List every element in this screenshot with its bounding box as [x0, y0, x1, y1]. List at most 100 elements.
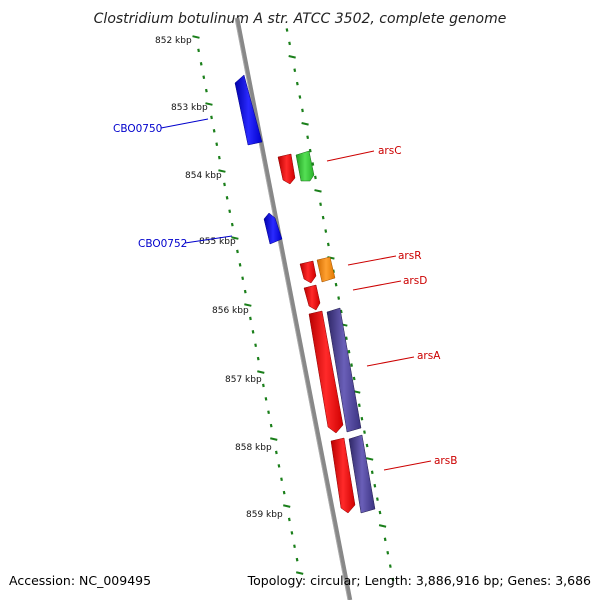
gene-label-cbo0752: CBO0752	[138, 238, 187, 250]
left-scale-minor-tick	[197, 48, 200, 53]
right-scale-minor-tick	[326, 242, 330, 247]
left-scale-major-tick	[231, 236, 239, 240]
right-scale-minor-tick	[360, 416, 364, 421]
label-leader-cbo0752	[184, 235, 233, 244]
gene-arsr[interactable]	[316, 256, 336, 283]
right-scale-minor-tick	[324, 229, 328, 233]
gene-cbo0752[interactable]	[263, 212, 283, 245]
right-scale-minor-tick	[293, 68, 297, 72]
gene-reverse-near-arsr[interactable]	[299, 260, 317, 284]
right-scale-minor-tick	[311, 162, 315, 166]
right-scale-minor-tick	[285, 28, 289, 32]
right-scale-minor-tick	[319, 202, 322, 207]
right-scale-minor-tick	[306, 135, 310, 140]
left-scale-major-tick	[218, 169, 226, 173]
left-scale-minor-tick	[295, 557, 299, 562]
left-scale-minor-tick	[236, 249, 239, 254]
gene-arsb[interactable]	[348, 434, 376, 514]
label-leader-arsa	[366, 356, 415, 367]
gene-reverse-under-arsa[interactable]	[308, 310, 344, 434]
right-scale-major-tick	[301, 122, 309, 126]
label-leader-cbo0750	[160, 118, 209, 129]
left-scale-major-tick	[283, 504, 291, 508]
label-leader-arsc	[326, 150, 375, 162]
left-scale-minor-tick	[228, 209, 232, 214]
right-scale-minor-tick	[334, 282, 338, 287]
left-scale-minor-tick	[204, 88, 208, 93]
left-scale-minor-tick	[215, 142, 219, 146]
right-scale-minor-tick	[378, 510, 382, 515]
left-scale-minor-tick	[277, 464, 281, 468]
gene-cbo0750[interactable]	[234, 74, 263, 146]
right-scale-minor-tick	[345, 336, 348, 341]
scale-label: 858 kbp	[235, 443, 272, 453]
right-scale-minor-tick	[365, 443, 369, 448]
scale-label: 859 kbp	[246, 510, 283, 520]
gene-label-arsa: arsA	[417, 350, 441, 362]
gene-label-arsb: arsB	[434, 455, 457, 467]
left-scale-major-tick	[192, 35, 200, 39]
scale-labels: 852 kbp 853 kbp 854 kbp 855 kbp 856 kbp 857 k…	[155, 36, 283, 520]
gene-arsa[interactable]	[326, 307, 362, 433]
left-scale-minor-tick	[202, 75, 206, 79]
left-scale-minor-tick	[238, 263, 242, 267]
left-scale-minor-tick	[280, 477, 283, 482]
right-scale-minor-tick	[301, 108, 304, 113]
left-scale-major-tick	[295, 571, 304, 575]
left-scale-minor-tick	[230, 222, 234, 227]
gene-label-arsd: arsD	[403, 275, 427, 287]
genome-backbone	[234, 17, 353, 600]
right-scale-minor-tick	[298, 95, 302, 99]
right-scale-minor-tick	[352, 376, 356, 381]
label-leader-arsd	[352, 280, 402, 291]
left-scale-minor-tick	[223, 182, 226, 187]
left-scale-minor-tick	[249, 316, 252, 321]
scale-label: 857 kbp	[225, 375, 262, 385]
right-scale-minor-tick	[376, 497, 379, 501]
left-scale-minor-tick	[264, 397, 268, 401]
gene-reverse-near-arsc[interactable]	[277, 153, 296, 185]
right-scale-minor-tick	[321, 215, 325, 220]
left-scale-minor-tick	[251, 330, 255, 334]
gene-arsd[interactable]	[303, 284, 321, 311]
left-scale-minor-tick	[199, 62, 203, 66]
left-scale-minor-tick	[256, 356, 260, 361]
scale-label: 856 kbp	[212, 306, 249, 316]
right-scale-minor-tick	[357, 403, 361, 408]
right-scale-minor-tick	[339, 309, 343, 314]
right-scale-minor-tick	[288, 41, 291, 46]
left-scale-minor-tick	[293, 544, 296, 549]
topology-text: Topology: circular; Length: 3,886,916 bp…	[247, 573, 591, 588]
left-scale-major-tick	[205, 102, 213, 106]
left-scale-minor-tick	[267, 410, 270, 415]
right-scale-minor-tick	[347, 349, 351, 354]
right-scale-minor-tick	[388, 564, 392, 568]
gene-label-arsc: arsC	[378, 145, 402, 157]
left-scale-minor-tick	[217, 155, 221, 160]
left-scale-minor-tick	[225, 196, 229, 200]
right-scale-minor-tick	[370, 470, 374, 475]
right-scale-minor-tick	[363, 430, 366, 434]
gene-label-cbo0750: CBO0750	[113, 123, 162, 135]
left-scale-minor-tick	[212, 129, 216, 133]
left-scale-major-tick	[257, 370, 265, 374]
left-scale-major-tick	[270, 437, 278, 441]
gene-arsc[interactable]	[295, 150, 315, 182]
right-scale-major-tick	[288, 55, 296, 59]
left-scale-major-tick	[244, 303, 252, 307]
label-leader-arsb	[383, 460, 432, 471]
right-scale-minor-tick	[386, 550, 390, 555]
left-scale-minor-tick	[241, 276, 245, 281]
right-scale-minor-tick	[391, 577, 395, 582]
left-scale-minor-tick	[282, 490, 286, 495]
gene-label-arsr: arsR	[398, 250, 422, 262]
left-scale-minor-tick	[290, 531, 294, 535]
left-scale-minor-tick	[274, 450, 278, 455]
left-scale-minor-tick	[269, 423, 273, 428]
right-scale-minor-tick	[308, 148, 312, 153]
gene-reverse-under-arsb[interactable]	[330, 437, 356, 514]
left-scale-minor-tick	[243, 289, 247, 294]
left-scale-minor-tick	[210, 115, 213, 120]
left-scale-minor-tick	[254, 343, 258, 348]
